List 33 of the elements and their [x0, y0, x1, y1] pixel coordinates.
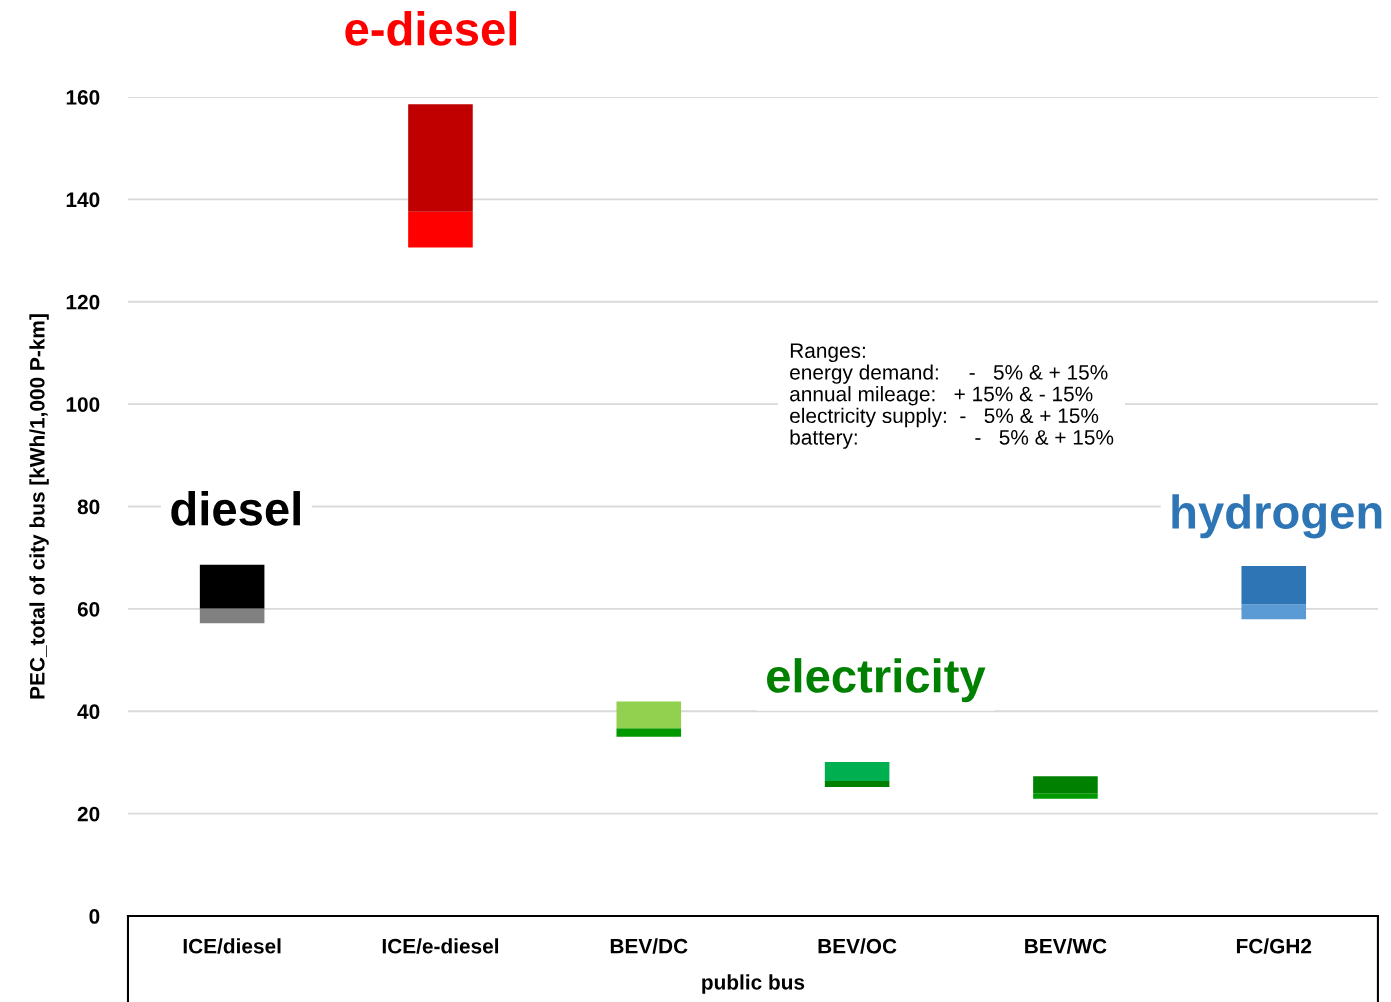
bar — [199, 608, 265, 624]
annotation: diesel — [171, 491, 300, 526]
x-axis-title: public bus — [702, 974, 805, 994]
bar — [1033, 793, 1098, 799]
bar — [1033, 776, 1098, 794]
y-axis-title: PEC_total of city bus [kWh/1,000 P-km] — [29, 314, 49, 699]
y-tick-label: 40 — [77, 704, 100, 720]
x-tick-label: BEV/DC — [610, 938, 688, 954]
y-tick-label: 100 — [66, 397, 100, 412]
bar — [1241, 604, 1307, 620]
annotation: electricity — [767, 658, 986, 703]
bar — [616, 701, 682, 729]
y-tick-label: 140 — [66, 192, 100, 208]
bar — [408, 211, 473, 248]
annotation: Ranges: energy demand: - 5% & + 15% annual mileage: + 15% & - 15% electricity supply: - 5% & + 15% battery: - 5% & + 15% — [790, 343, 1114, 449]
x-tick-label: FC/GH2 — [1236, 938, 1312, 954]
bar — [408, 104, 473, 212]
y-tick-label: 160 — [66, 89, 100, 105]
bar — [1241, 565, 1307, 605]
x-tick-label: ICE/e-diesel — [382, 938, 499, 954]
y-tick-label: 120 — [66, 294, 100, 310]
y-tick-label: 80 — [77, 499, 100, 515]
bar — [824, 761, 890, 781]
y-tick-label: 60 — [77, 601, 100, 617]
bar — [616, 728, 682, 737]
y-tick-label: 0 — [89, 909, 100, 924]
x-tick-label: BEV/OC — [818, 938, 897, 954]
bar — [199, 564, 265, 609]
text: e-diesel — [345, 11, 517, 46]
x-tick-label: ICE/diesel — [183, 938, 281, 954]
annotation: hydrogen — [1172, 494, 1382, 539]
y-tick-label: 20 — [77, 806, 100, 822]
x-tick-label: BEV/WC — [1025, 938, 1107, 954]
